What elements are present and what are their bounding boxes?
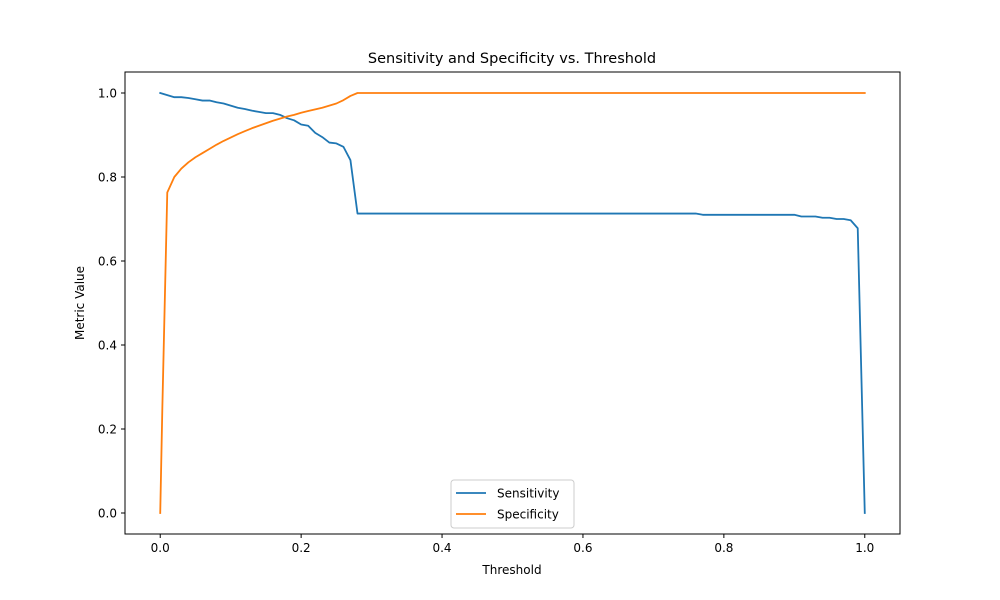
chart-title: Sensitivity and Specificity vs. Threshol… xyxy=(368,51,656,67)
series-line-sensitivity xyxy=(159,91,866,514)
x-tick-label: 1.0 xyxy=(855,541,874,555)
y-tick-label: 0.8 xyxy=(98,171,117,185)
y-tick-label: 1.0 xyxy=(98,87,117,101)
y-tick-label: 0.6 xyxy=(98,255,117,269)
x-tick-label: 0.6 xyxy=(573,541,592,555)
x-tick-label: 0.8 xyxy=(714,541,733,555)
y-tick-label: 0.2 xyxy=(98,423,117,437)
x-tick-label: 0.4 xyxy=(432,541,451,555)
y-tick-label: 0.4 xyxy=(98,339,117,353)
plot-area xyxy=(125,72,900,534)
legend-box xyxy=(450,479,575,529)
x-tick-label: 0.2 xyxy=(292,541,311,555)
legend-label-specificity: Specificity xyxy=(497,508,559,522)
legend-label-sensitivity: Sensitivity xyxy=(497,487,559,501)
y-axis-ticks: 0.0 0.2 0.4 0.6 0.8 1.0 xyxy=(98,87,125,521)
series-line-specificity xyxy=(159,92,866,514)
legend: Sensitivity Specificity xyxy=(450,479,575,529)
plot-frame xyxy=(124,71,901,535)
y-axis-label: Metric Value xyxy=(73,266,87,340)
series-layer xyxy=(159,91,866,514)
y-tick-label: 0.0 xyxy=(98,507,117,521)
x-axis-label: Threshold xyxy=(481,563,541,577)
x-axis-ticks: 0.0 0.2 0.4 0.6 0.8 1.0 xyxy=(151,534,874,555)
x-tick-label: 0.0 xyxy=(151,541,170,555)
